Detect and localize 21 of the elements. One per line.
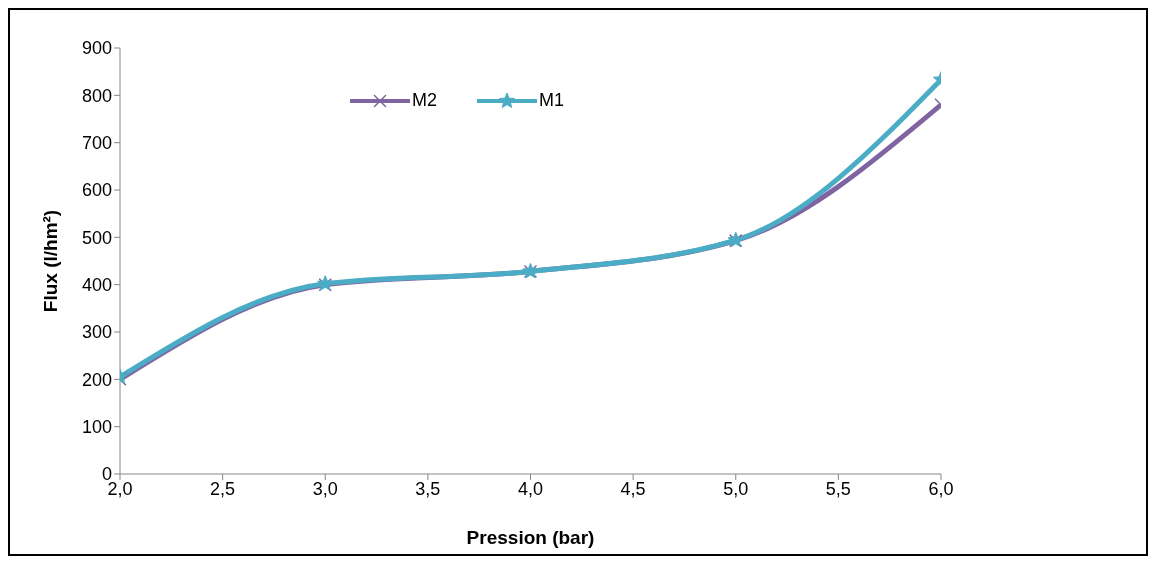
- x-tick-label: 4,5: [620, 478, 646, 499]
- x-axis-title: Pression (bar): [466, 527, 595, 548]
- y-tick-label: 300: [81, 322, 112, 343]
- legend-label: M1: [539, 90, 565, 111]
- x-tick-label: 6,0: [928, 478, 954, 499]
- y-axis-title: Flux (l/hm²): [39, 209, 61, 313]
- y-tick-label: 200: [81, 369, 112, 390]
- x-tick-label: 3,5: [415, 478, 441, 499]
- x-tick-label: 5,5: [825, 478, 851, 499]
- y-tick-label: 800: [81, 85, 112, 106]
- y-tick-label: 500: [81, 227, 112, 248]
- x-tick-label: 3,0: [312, 478, 338, 499]
- y-tick-label: 900: [81, 38, 112, 59]
- x-tick-label: 4,0: [517, 478, 544, 499]
- y-tick-label: 100: [81, 417, 112, 438]
- legend-label: M2: [412, 90, 438, 111]
- y-tick-label: 400: [81, 275, 112, 296]
- y-tick-label: 600: [81, 180, 112, 201]
- x-tick-label: 2,5: [210, 478, 236, 499]
- x-tick-label: 5,0: [723, 478, 749, 499]
- y-tick-label: 700: [81, 133, 112, 154]
